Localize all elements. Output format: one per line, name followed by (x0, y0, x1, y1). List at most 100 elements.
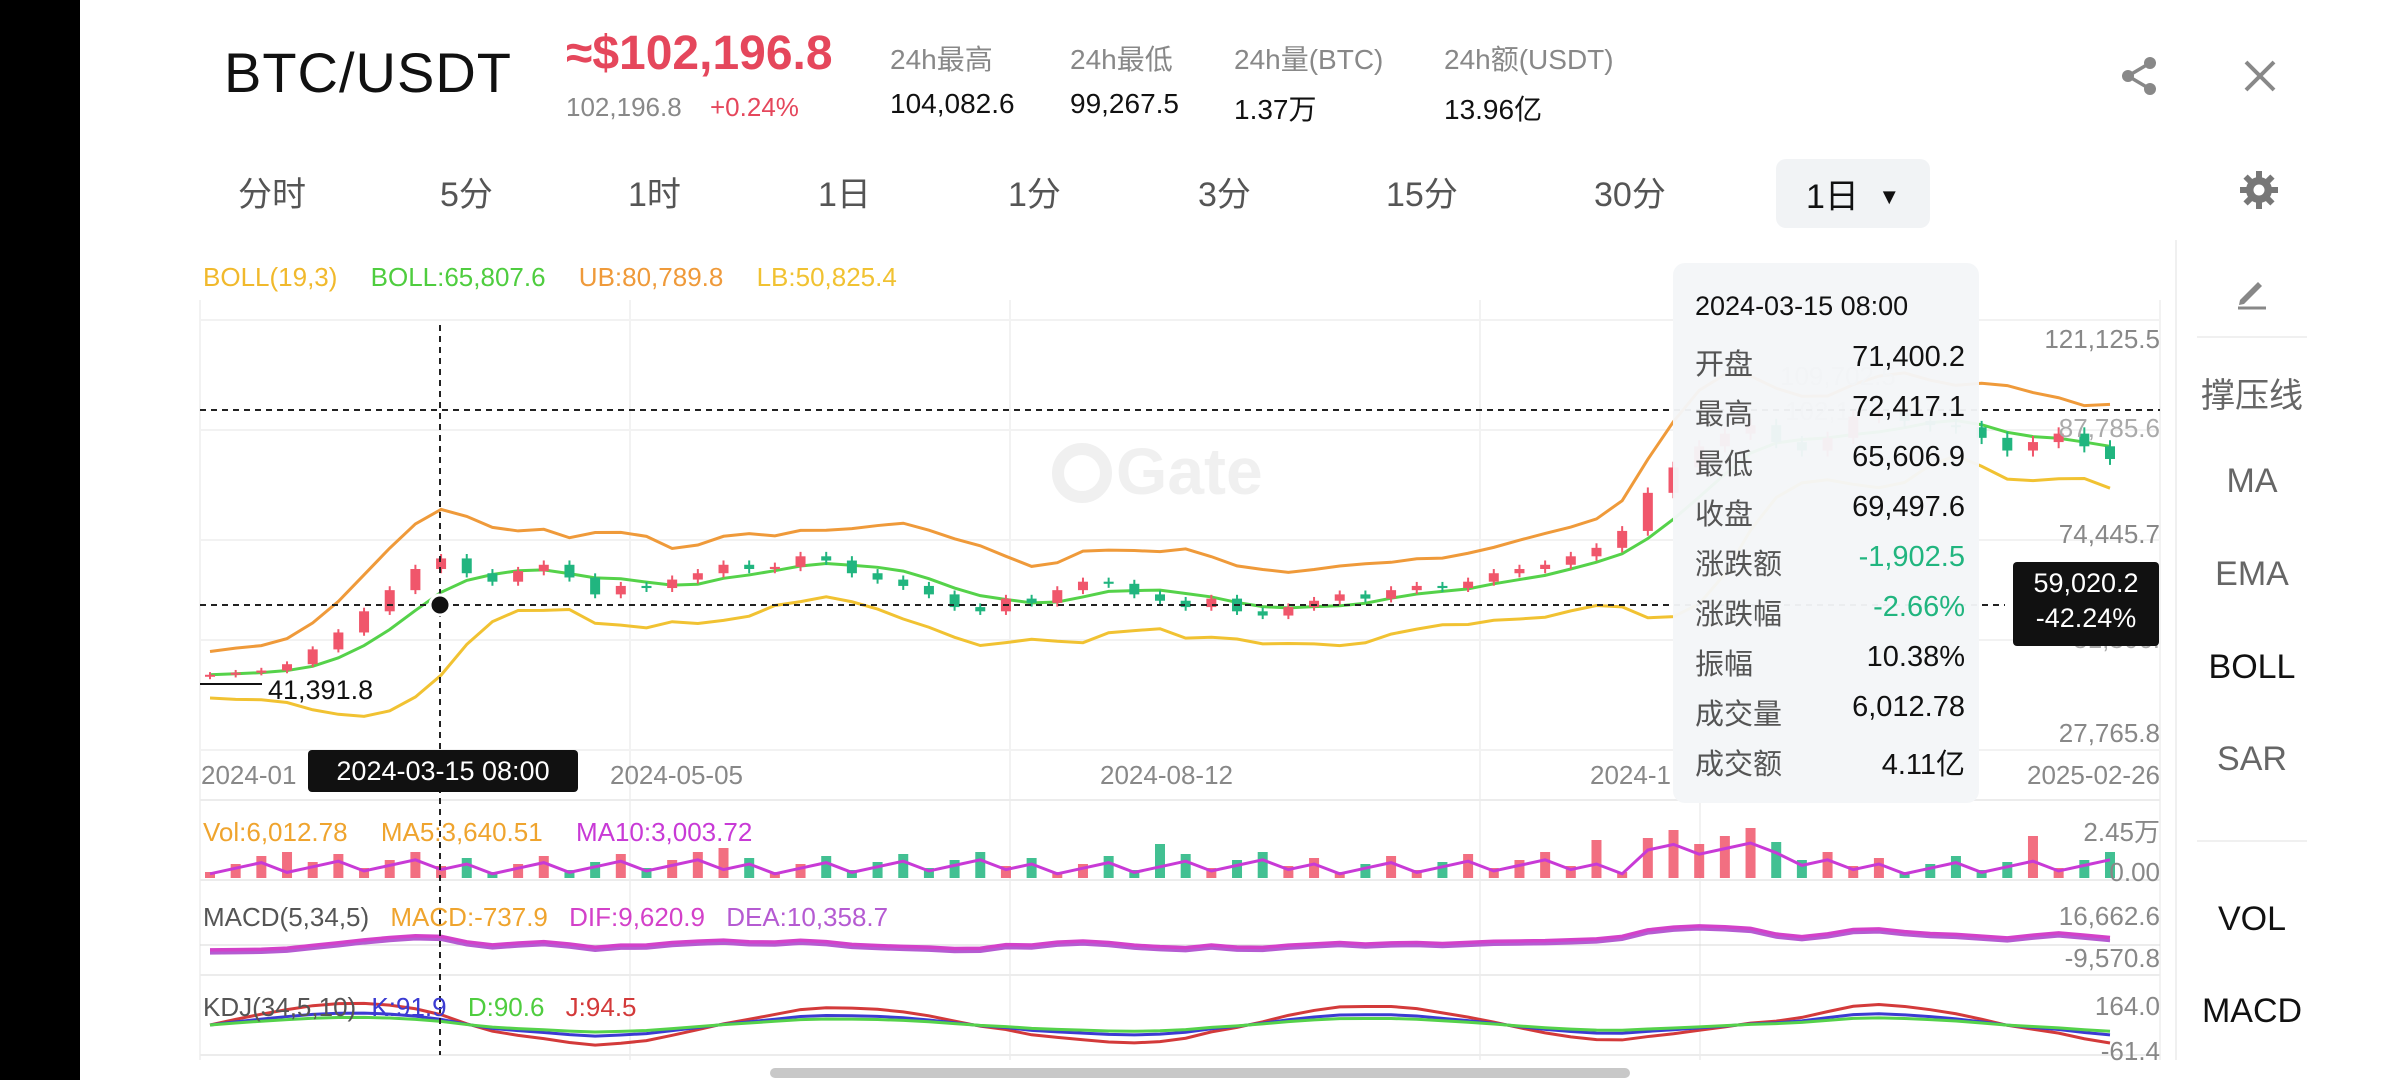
volume-bar (1103, 856, 1114, 878)
candle-body (436, 558, 447, 570)
candle-body (821, 556, 832, 561)
candle-body (692, 573, 703, 580)
candle-body (872, 573, 883, 580)
candle-body (513, 571, 524, 582)
candle-body (949, 594, 960, 608)
candle-body (1488, 573, 1499, 582)
pair-title[interactable]: BTC/USDT (224, 41, 512, 104)
candle-body (1257, 611, 1268, 616)
macd-title: MACD(5,34,5) (203, 902, 370, 932)
tab-1m[interactable]: 1分 (1008, 176, 1061, 214)
candle-body (1077, 581, 1088, 591)
stat-24h-low: 24h最低 99,267.5 (1070, 38, 1179, 120)
indicator-sar[interactable]: SAR (2217, 740, 2287, 778)
stat-24h-high: 24h最高 104,082.6 (890, 38, 1015, 120)
tab-1d-selected[interactable]: 1日 ▼ (1776, 159, 1931, 228)
tab-30m[interactable]: 30分 (1594, 176, 1666, 214)
boll-title: BOLL(19,3) (203, 262, 338, 292)
volume-bar (1309, 858, 1320, 878)
close-icon[interactable] (2240, 56, 2280, 101)
tooltip-value: 69,497.6 (1852, 491, 1965, 523)
tooltip-value: 4.11亿 (1881, 749, 1965, 781)
macd-dea: DEA:10,358.7 (726, 902, 889, 932)
tab-15m[interactable]: 15分 (1386, 176, 1458, 214)
volume-bar (1642, 838, 1653, 878)
volume-bar (1283, 866, 1294, 878)
gear-icon[interactable] (2238, 169, 2280, 216)
candle-body (2105, 446, 2115, 459)
tooltip-key: 开盘 (1695, 349, 1754, 381)
crosshair-price: 59,020.2 (2033, 568, 2139, 598)
volume-bar (1565, 866, 1576, 878)
crosshair-pct: -42.24% (2035, 603, 2137, 633)
indicator-vol[interactable]: VOL (2217, 900, 2287, 938)
volume-bar (2105, 852, 2115, 878)
tooltip-value: -2.66% (1873, 591, 1965, 623)
volume-bar (1719, 836, 1730, 878)
volume-bar (1077, 864, 1088, 878)
x-tick-label: 2024-08-12 (1100, 760, 1233, 790)
tab-1h[interactable]: 1时 (628, 176, 681, 214)
tab-1d-left[interactable]: 1日 (818, 176, 871, 214)
volume-bar (1180, 854, 1191, 878)
tab-3m[interactable]: 3分 (1198, 176, 1251, 214)
candle-body (1026, 598, 1037, 603)
candle-body (205, 674, 215, 677)
share-icon[interactable] (2118, 54, 2162, 103)
indicator-boll[interactable]: BOLL (2208, 648, 2296, 686)
stat-24h-volume: 24h量(BTC) 1.37万 (1234, 38, 1383, 128)
tab-5m[interactable]: 5分 (440, 176, 493, 214)
candle-body (1360, 594, 1371, 599)
indicator-ma[interactable]: MA (2226, 462, 2278, 500)
volume-bar (1257, 852, 1268, 878)
macd-min-label: -9,570.8 (2065, 943, 2160, 973)
candle-body (410, 569, 421, 591)
candle-body (1052, 590, 1063, 603)
macd-dea-line (209, 927, 2111, 955)
candle-body (1309, 600, 1320, 608)
volume-bar (410, 852, 421, 878)
volume-bar (872, 862, 883, 878)
candle-body (461, 558, 472, 574)
candle-body (615, 585, 626, 595)
current-price: ≈$102,196.8 (566, 27, 833, 80)
pencil-icon[interactable] (2177, 270, 2327, 319)
low-price-marker: 41,391.8 (268, 675, 373, 705)
stat-value: 13.96亿 (1444, 94, 1543, 125)
volume-bar (1463, 854, 1474, 878)
indicator-macd[interactable]: MACD (2201, 992, 2303, 1030)
boll-mid: BOLL:65,807.6 (370, 262, 546, 292)
tab-fenshi[interactable]: 分时 (238, 176, 306, 214)
candle-body (1437, 585, 1448, 589)
volume-bar (795, 864, 806, 878)
price-change: +0.24% (710, 92, 799, 122)
candle-body (256, 670, 267, 673)
volume-bar (2079, 860, 2090, 878)
x-tick-label: 2024-05-05 (610, 760, 743, 790)
candle-body (718, 564, 729, 574)
volume-bar (898, 854, 909, 878)
candle-body (359, 611, 370, 633)
candle-body (2053, 433, 2064, 443)
candle-body (1617, 530, 1628, 548)
stat-24h-amount: 24h额(USDT) 13.96亿 (1444, 38, 1614, 128)
stat-label: 24h最低 (1070, 44, 1173, 75)
stat-value: 1.37万 (1234, 94, 1317, 125)
macd-dif-line (209, 924, 2111, 953)
indicator-support-resistance[interactable]: 撑压线 (2201, 377, 2303, 415)
sub-price: 102,196.8 (566, 92, 682, 122)
volume-bar (718, 848, 729, 878)
y-tick-label: 27,765.8 (2059, 718, 2160, 748)
kdj-d-line (209, 1015, 2111, 1034)
horizontal-scrollbar[interactable] (770, 1068, 1630, 1078)
volume-bar (1488, 868, 1499, 878)
indicator-ema[interactable]: EMA (2215, 555, 2289, 593)
kdj-d: D:90.6 (467, 992, 545, 1022)
volume-bar (282, 852, 293, 878)
macd-value: MACD:-737.9 (390, 902, 548, 932)
stat-label: 24h额(USDT) (1444, 44, 1614, 75)
kdj-k: K:91.9 (371, 992, 447, 1022)
volume-bar (975, 852, 986, 878)
candle-body (538, 564, 549, 572)
tooltip-key: 最低 (1695, 449, 1754, 481)
